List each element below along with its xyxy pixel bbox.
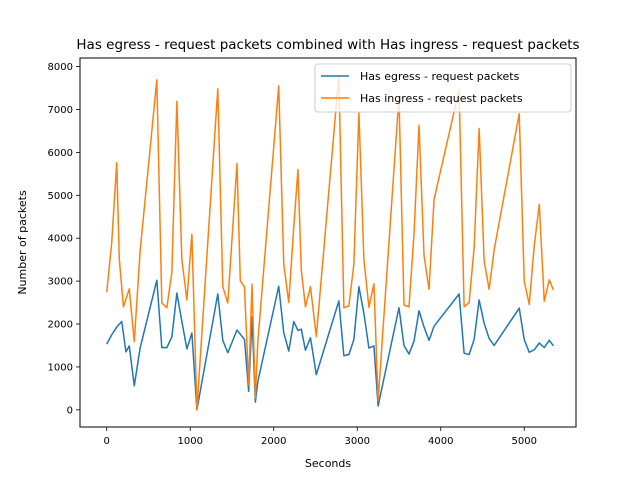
- plot-area-frame: [79, 57, 577, 428]
- y-tick-label: 1000: [48, 362, 73, 373]
- x-tick-label: 3000: [344, 436, 369, 447]
- chart-title: Has egress - request packets combined wi…: [76, 37, 579, 53]
- y-tick-label: 4000: [48, 234, 73, 245]
- y-tick-label: 5000: [48, 191, 73, 202]
- y-axis-label: Number of packets: [16, 190, 29, 295]
- x-tick-label: 0: [104, 436, 110, 447]
- y-tick-label: 7000: [48, 105, 73, 116]
- y-tick-label: 2000: [48, 320, 73, 331]
- series-layer: [105, 74, 555, 411]
- y-tick-label: 3000: [48, 277, 73, 288]
- y-tick-label: 6000: [48, 148, 73, 159]
- series-line-egress: [106, 279, 555, 411]
- y-tick-label: 8000: [48, 62, 73, 73]
- legend-label-ingress: Has ingress - request packets: [360, 92, 523, 105]
- x-tick-label: 2000: [261, 436, 286, 447]
- y-tick-label: 0: [67, 405, 73, 416]
- series-line-ingress: [105, 74, 555, 411]
- x-axis: 0 1000 2000 3000 4000 5000: [104, 427, 537, 447]
- y-axis: 0 1000 2000 3000 4000 5000 6000 7000 8000: [48, 62, 80, 416]
- legend-box: [314, 63, 572, 113]
- x-tick-label: 5000: [512, 436, 537, 447]
- legend: Has egress - request packets Has ingress…: [314, 63, 572, 113]
- x-axis-label: Seconds: [305, 457, 351, 470]
- x-tick-label: 4000: [428, 436, 453, 447]
- x-tick-label: 1000: [177, 436, 202, 447]
- legend-label-egress: Has egress - request packets: [360, 70, 520, 83]
